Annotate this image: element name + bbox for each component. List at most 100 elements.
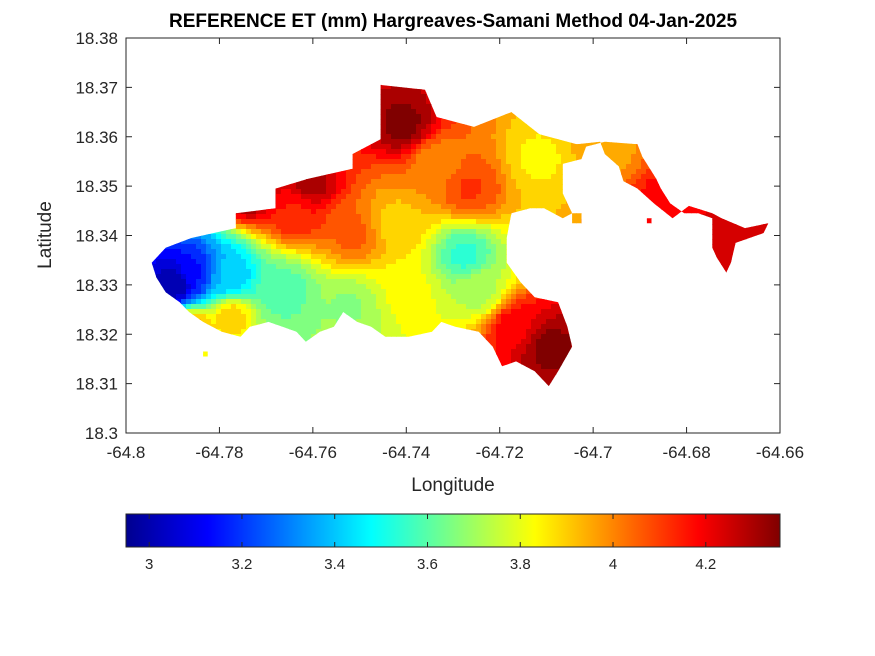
et-field-cell: [426, 119, 432, 125]
et-field-cell: [361, 219, 367, 225]
et-field-cell: [421, 224, 427, 230]
et-field-cell: [511, 144, 517, 150]
et-field-cell: [521, 129, 527, 135]
et-field-cell: [481, 264, 487, 270]
et-field-cell: [551, 149, 557, 155]
et-field-cell: [346, 244, 352, 250]
et-field-cell: [366, 244, 372, 250]
et-field-cell: [256, 224, 262, 230]
et-field-cell: [341, 229, 347, 235]
et-field-cell: [306, 219, 312, 225]
et-field-cell: [491, 229, 497, 235]
et-field-cell: [511, 204, 517, 210]
et-field-cell: [376, 224, 382, 230]
et-field-cell: [201, 239, 207, 245]
et-field-cell: [341, 254, 347, 260]
et-field-cell: [541, 134, 547, 140]
et-field-cell: [286, 254, 292, 260]
et-field-cell: [421, 229, 427, 235]
et-field-cell: [306, 214, 312, 220]
et-field-cell: [286, 224, 292, 230]
et-field-cell: [481, 249, 487, 255]
et-field-cell: [446, 269, 452, 275]
et-field-cell: [506, 184, 512, 190]
et-field-cell: [476, 209, 482, 215]
et-field-cell: [401, 214, 407, 220]
et-field-cell: [296, 229, 302, 235]
et-field-cell: [421, 244, 427, 250]
et-field-cell: [381, 174, 387, 180]
et-field-cell: [451, 279, 457, 285]
et-field-cell: [496, 199, 502, 205]
et-field-cell: [326, 254, 332, 260]
et-field-cell: [186, 279, 192, 285]
et-field-cell: [366, 189, 372, 195]
et-field-cell: [491, 154, 497, 160]
et-field-cell: [461, 159, 467, 165]
et-field-cell: [436, 204, 442, 210]
et-field-cell: [331, 274, 337, 280]
et-field-cell: [621, 149, 627, 155]
et-field-cell: [291, 284, 297, 290]
et-field-cell: [511, 164, 517, 170]
et-field-cell: [451, 254, 457, 260]
et-field-cell: [716, 214, 722, 220]
et-field-cell: [411, 219, 417, 225]
et-field-cell: [396, 224, 402, 230]
et-field-cell: [226, 254, 232, 260]
et-field-cell: [726, 259, 732, 265]
et-field-cell: [551, 169, 557, 175]
et-field-cell: [481, 159, 487, 165]
et-field-cell: [306, 279, 312, 285]
et-field-cell: [381, 84, 387, 90]
et-field-cell: [366, 254, 372, 260]
et-field-cell: [361, 244, 367, 250]
et-field-cell: [251, 224, 257, 230]
et-field-cell: [356, 159, 362, 165]
et-field-cell: [496, 229, 502, 235]
et-field-cell: [331, 234, 337, 240]
et-field-cell: [456, 279, 462, 285]
et-field-cell: [231, 259, 237, 265]
et-field-cell: [311, 264, 317, 270]
et-field-cell: [186, 239, 192, 245]
et-field-cell: [316, 229, 322, 235]
et-field-cell: [176, 244, 182, 250]
et-field-cell: [426, 254, 432, 260]
et-field-cell: [456, 134, 462, 140]
et-field-cell: [376, 259, 382, 265]
et-field-cell: [491, 199, 497, 205]
et-field-cell: [626, 164, 632, 170]
et-field-cell: [416, 144, 422, 150]
et-field-cell: [471, 159, 477, 165]
et-field-cell: [641, 174, 647, 180]
et-field-cell: [421, 234, 427, 240]
et-field-cell: [366, 224, 372, 230]
et-field-cell: [371, 179, 377, 185]
et-field-cell: [461, 229, 467, 235]
et-field-cell: [381, 194, 387, 200]
et-field-cell: [221, 234, 227, 240]
et-field-cell: [351, 229, 357, 235]
et-field-cell: [306, 254, 312, 260]
et-field-cell: [531, 194, 537, 200]
et-field-cell: [446, 179, 452, 185]
et-field-cell: [436, 254, 442, 260]
et-field-cell: [446, 199, 452, 205]
et-field-cell: [276, 259, 282, 265]
et-field-cell: [216, 264, 222, 270]
et-field-cell: [421, 214, 427, 220]
et-field-cell: [241, 284, 247, 290]
et-field-cell: [446, 119, 452, 125]
et-field-cell: [401, 114, 407, 120]
et-field-cell: [556, 144, 562, 150]
et-field-cell: [391, 204, 397, 210]
et-field-cell: [526, 204, 532, 210]
et-field-cell: [321, 274, 327, 280]
et-field-cell: [731, 224, 737, 230]
et-field-cell: [306, 229, 312, 235]
et-field-cell: [266, 249, 272, 255]
et-field-cell: [301, 279, 307, 285]
et-field-cell: [281, 194, 287, 200]
et-field-cell: [426, 269, 432, 275]
